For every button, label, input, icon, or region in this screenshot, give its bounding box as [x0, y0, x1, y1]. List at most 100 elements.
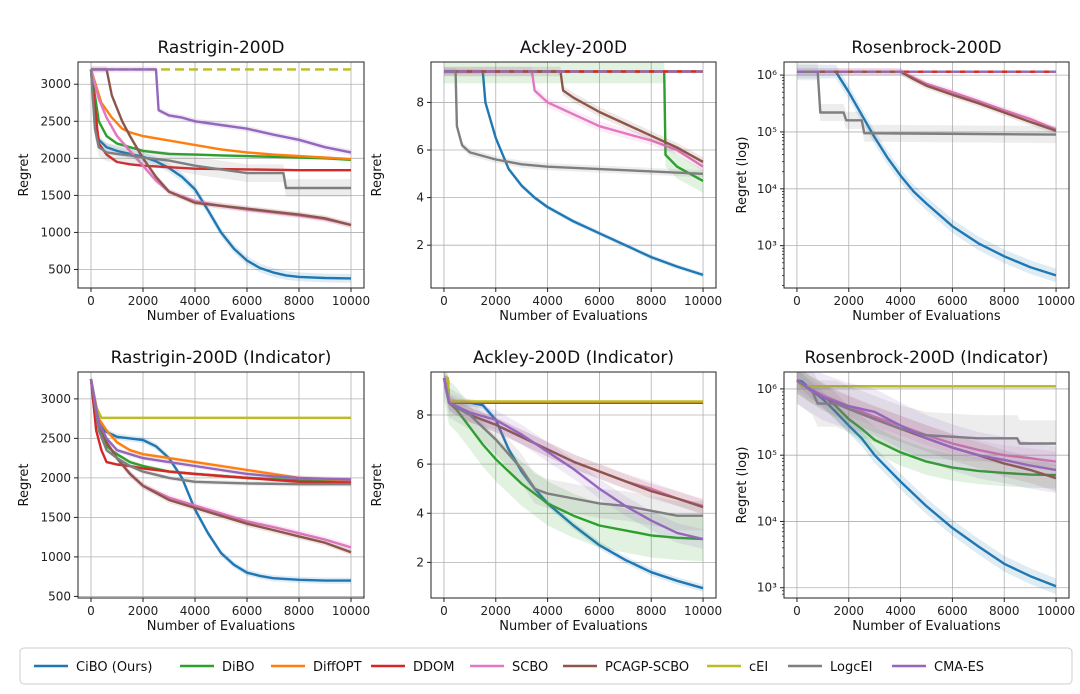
y-tick-label: 2000: [40, 151, 71, 165]
plot-area: [442, 372, 704, 592]
y-tick-label: 2: [416, 238, 424, 252]
x-axis-label: Number of Evaluations: [499, 309, 648, 324]
chart-panel-rosenbrock-200d: 0 2000 4000 6000 8000 10000 10³ 10⁴ 10⁵ 10⁶ Rosenb…: [735, 38, 1075, 324]
chart-panel-rosenbrock-200d-indicator: 0 2000 4000 6000 8000 10000 10³ 10⁴ 10⁵ 10⁶ Rosenb…: [735, 348, 1075, 634]
y-tick-label: 4: [416, 191, 424, 205]
ticks: 0 2000 4000 6000 8000 10000 500 1000 1500 2000 250…: [40, 77, 370, 308]
line-logcei: [89, 69, 351, 190]
y-tick-label: 3000: [40, 392, 71, 406]
line-cma-es: [442, 377, 704, 541]
band-scbo: [444, 372, 703, 514]
line-scbo: [444, 70, 704, 168]
y-tick-label: 1000: [40, 225, 71, 239]
series-diffopt: [444, 376, 703, 404]
line-diffopt: [89, 378, 352, 482]
legend-label: SCBO: [512, 660, 548, 675]
x-tick-label: 10000: [332, 604, 370, 618]
grid: [431, 62, 716, 288]
y-axis-label: Regret: [370, 154, 385, 197]
line-dibo: [442, 377, 704, 541]
band-scbo: [797, 68, 1056, 133]
y-tick-label: 10³: [757, 581, 777, 595]
x-tick-label: 6000: [584, 294, 615, 308]
line-pcagp-scbo: [797, 70, 1057, 132]
axes-frame: [430, 371, 717, 599]
line-dibo: [89, 69, 352, 161]
x-tick-label: 8000: [989, 604, 1020, 618]
series-cei: [444, 376, 703, 403]
line-pcagp-scbo: [444, 70, 704, 163]
series-diffopt: [89, 67, 352, 161]
axes-frame: [783, 371, 1070, 599]
series-logcei: [797, 63, 1057, 144]
series-pcagp-scbo: [797, 68, 1057, 135]
legend-item-diffopt: DiffOPT: [271, 660, 362, 675]
series-dibo: [89, 67, 352, 162]
y-tick-label: 6: [416, 143, 424, 157]
x-tick-label: 4000: [180, 604, 211, 618]
y-tick-label: 10⁵: [757, 125, 777, 139]
x-tick-label: 8000: [284, 294, 315, 308]
y-tick-label: 8: [416, 95, 424, 109]
y-axis-label: Regret: [370, 464, 385, 507]
x-tick-label: 0: [793, 294, 801, 308]
line-cei: [444, 376, 703, 403]
chart-panel-rastrigin-200d: 0 2000 4000 6000 8000 10000 500 1000 1500 2000 250…: [17, 38, 370, 324]
chart-title: Rosenbrock-200D (Indicator): [804, 348, 1048, 368]
ticks: 0 2000 4000 6000 8000 10000 500 1000 1500 2000 250…: [40, 392, 370, 618]
y-tick-label: 8: [416, 408, 424, 422]
plot-area: [797, 63, 1057, 283]
band-pcagp-scbo: [444, 372, 703, 515]
band-scbo: [797, 372, 1056, 472]
y-tick-label: 4: [416, 506, 424, 520]
line-diffopt: [89, 69, 352, 161]
y-axis-label: Regret (log): [735, 447, 750, 524]
grid: [78, 372, 364, 598]
line-logcei: [89, 378, 351, 486]
line-ddom: [89, 378, 352, 484]
line-cibo-ours: [89, 69, 352, 280]
ticks: 0 2000 4000 6000 8000 10000 2 4 6 8: [416, 408, 722, 618]
x-tick-label: 4000: [885, 294, 916, 308]
x-tick-label: 2000: [480, 604, 511, 618]
x-tick-label: 2000: [128, 294, 159, 308]
chart-title: Rosenbrock-200D: [851, 38, 1001, 58]
x-tick-label: 8000: [989, 294, 1020, 308]
x-axis-label: Number of Evaluations: [852, 309, 1001, 324]
x-tick-label: 6000: [232, 294, 263, 308]
grid: [784, 372, 1069, 598]
x-tick-label: 6000: [937, 604, 968, 618]
series-logcei: [89, 376, 351, 487]
band-scbo: [444, 66, 703, 172]
series-ddom: [89, 377, 352, 485]
series-cma-es: [89, 376, 352, 482]
series-logcei: [89, 62, 351, 197]
band-cibo-ours: [797, 64, 1056, 283]
ticks: 0 2000 4000 6000 8000 10000 10³ 10⁴ 10⁵ 10⁶: [757, 68, 1075, 308]
series-scbo: [796, 372, 1057, 472]
series-scbo: [444, 66, 704, 172]
x-tick-label: 8000: [636, 604, 667, 618]
line-cma-es: [91, 68, 352, 154]
band-pcagp-scbo: [797, 372, 1056, 492]
ticks: 0 2000 4000 6000 8000 10000 2 4 6 8: [416, 95, 722, 308]
series-logcei: [442, 372, 703, 531]
series-pcagp-scbo: [444, 66, 704, 167]
legend-item-cei: cEI: [707, 660, 768, 675]
legend-item-cma-es: CMA-ES: [892, 660, 984, 675]
y-tick-label: 10⁵: [757, 448, 777, 462]
band-logcei: [797, 372, 1056, 467]
series-cei: [89, 378, 351, 419]
line-cibo-ours: [444, 70, 704, 277]
legend-item-scbo: SCBO: [470, 660, 548, 675]
x-axis-label: Number of Evaluations: [147, 619, 296, 634]
x-tick-label: 6000: [937, 294, 968, 308]
grid: [784, 62, 1069, 288]
x-tick-label: 4000: [180, 294, 211, 308]
y-tick-label: 500: [48, 262, 71, 276]
band-dibo: [444, 62, 703, 193]
x-tick-label: 4000: [532, 294, 563, 308]
series-pcagp-scbo: [91, 66, 352, 229]
y-tick-label: 2000: [40, 471, 71, 485]
